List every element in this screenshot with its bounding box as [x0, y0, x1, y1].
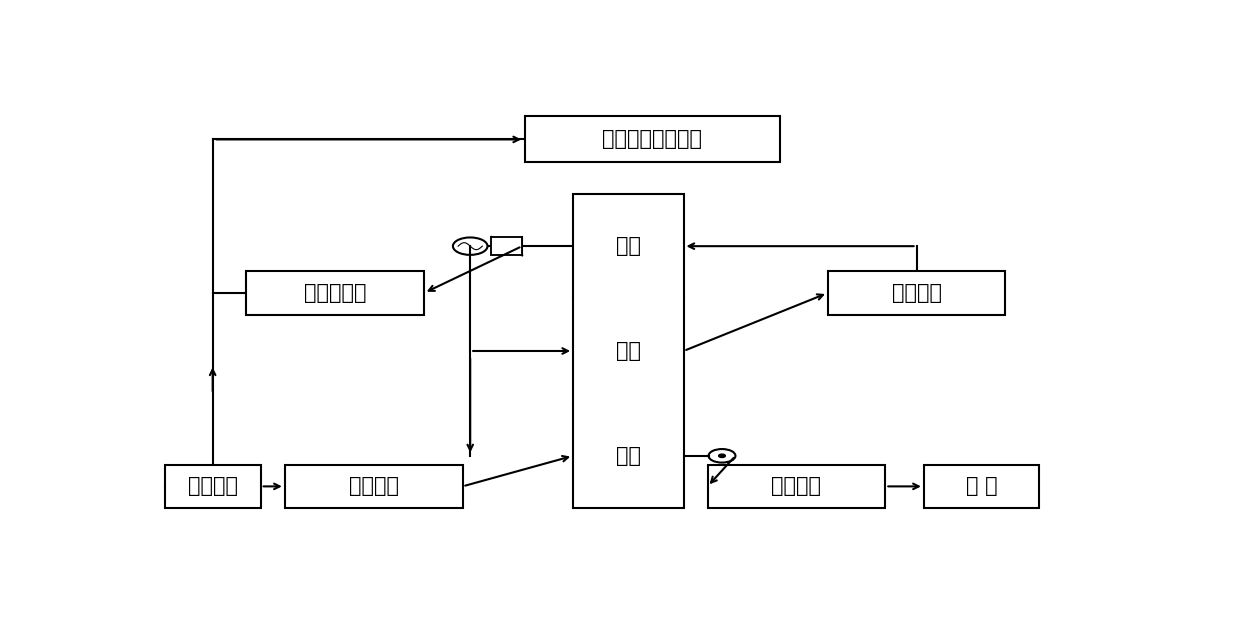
Text: 过滤装置: 过滤装置 [348, 477, 398, 496]
Text: 吸附: 吸附 [616, 446, 641, 466]
Text: 有机废气处理装置: 有机废气处理装置 [603, 129, 702, 149]
Text: 排 放: 排 放 [966, 477, 997, 496]
Text: 原始废气: 原始废气 [187, 477, 238, 496]
Bar [525, 116, 780, 163]
Bar [491, 237, 522, 256]
Bar [247, 271, 424, 315]
Text: 脱附: 脱附 [616, 236, 641, 256]
Text: 洁净废气: 洁净废气 [771, 477, 821, 496]
Text: 高浓度废气: 高浓度废气 [304, 283, 367, 303]
Text: 冷却: 冷却 [616, 341, 641, 361]
Bar [924, 465, 1039, 508]
Bar [828, 271, 1006, 315]
Bar [708, 465, 885, 508]
Circle shape [719, 454, 725, 458]
Text: 加热装置: 加热装置 [892, 283, 941, 303]
Bar [285, 465, 463, 508]
Bar [165, 465, 260, 508]
Bar [573, 194, 683, 508]
